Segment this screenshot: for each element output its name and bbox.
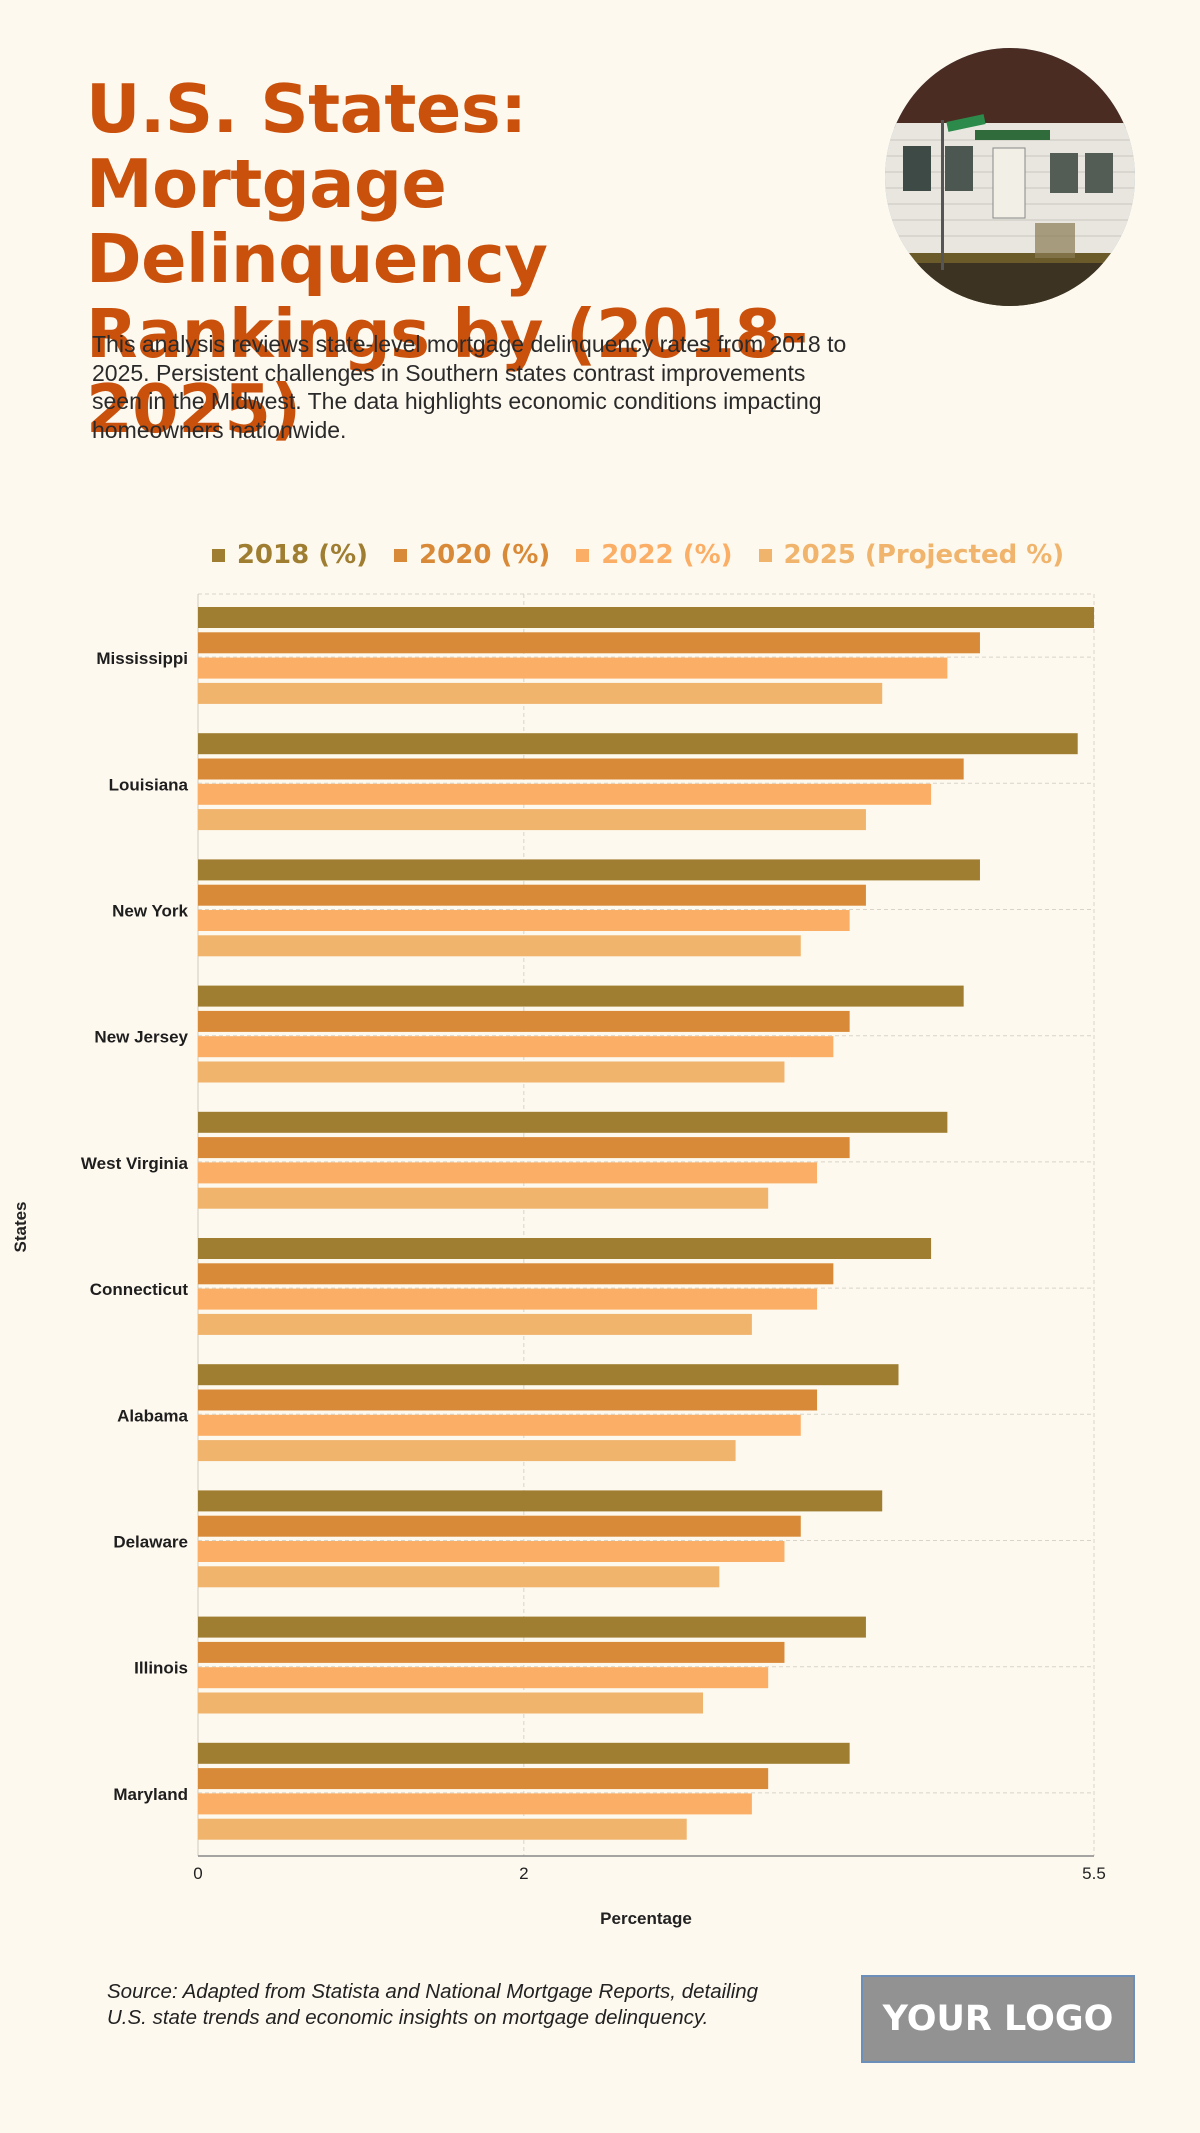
x-tick-label: 5.5 (1082, 1864, 1106, 1883)
bar (198, 1490, 883, 1512)
y-tick-label: New York (112, 902, 188, 921)
legend-label-2025: 2025 (Projected %) (783, 540, 1065, 570)
bar (198, 910, 850, 931)
legend-swatch-2025 (758, 548, 772, 562)
legend-item-2018: 2018 (%) (211, 540, 369, 570)
bar (198, 1389, 818, 1411)
logo-text: YOUR LOGO (882, 1999, 1114, 2039)
bar (198, 1061, 785, 1083)
y-tick-label: Delaware (113, 1533, 188, 1552)
y-tick-label: West Virginia (81, 1154, 189, 1173)
page-title: U.S. States: Mortgage Delinquency Rankin… (86, 70, 808, 448)
legend-swatch-2018 (211, 548, 225, 562)
x-axis-title: Percentage (600, 1909, 692, 1928)
house-photo-icon (885, 48, 1135, 306)
page-subtitle: This analysis reviews state-level mortga… (92, 331, 847, 443)
legend-label-2020: 2020 (%) (419, 540, 551, 570)
bar (198, 935, 801, 957)
source-note: Source: Adapted from Statista and Nation… (107, 1980, 759, 2029)
bar (198, 1818, 687, 1840)
bar (198, 1187, 769, 1209)
bar (198, 1515, 801, 1537)
y-tick-label: Louisiana (109, 775, 189, 794)
y-axis-title: States (11, 1201, 30, 1252)
bar (198, 1440, 736, 1462)
bar (198, 1111, 948, 1133)
bar (198, 1667, 769, 1689)
bar (198, 1414, 801, 1436)
y-tick-label: Connecticut (90, 1280, 189, 1299)
bar-chart: 0 2 5.5 Mississippi Louisiana New York New Jer… (11, 593, 1106, 1928)
legend-item-2025: 2025 (Projected %) (758, 540, 1065, 570)
bar (198, 733, 1078, 755)
bar (198, 1616, 866, 1638)
chart-legend: 2018 (%) 2020 (%) 2022 (%) 2025 (Project… (0, 540, 1200, 570)
bar (198, 1263, 834, 1285)
bar (198, 884, 866, 906)
legend-item-2022: 2022 (%) (576, 540, 733, 570)
y-tick-label: Alabama (117, 1406, 188, 1425)
bar (198, 1364, 899, 1386)
bar (198, 1010, 850, 1032)
bar (198, 758, 964, 780)
bar (198, 809, 866, 831)
legend-swatch-2022 (576, 548, 590, 562)
x-tick-label: 0 (193, 1864, 202, 1883)
bar (198, 1742, 850, 1764)
bar (198, 1692, 704, 1714)
bar (198, 1238, 932, 1259)
y-tick-label: Maryland (113, 1785, 188, 1804)
bar (198, 632, 980, 654)
bar (198, 1137, 850, 1159)
bar (198, 1162, 818, 1184)
bar (198, 1768, 769, 1790)
bar (198, 783, 932, 805)
bar (198, 682, 883, 704)
bar (198, 657, 948, 679)
bar (198, 1313, 752, 1335)
bar (198, 985, 964, 1007)
bar (198, 859, 980, 881)
y-tick-label: New Jersey (94, 1028, 188, 1047)
legend-item-2020: 2020 (%) (394, 540, 550, 570)
house-photo (885, 48, 1135, 306)
bar (198, 1036, 834, 1058)
bar (198, 1288, 818, 1310)
legend-swatch-2020 (394, 548, 408, 562)
logo-placeholder: YOUR LOGO (861, 1975, 1135, 2063)
bar (198, 607, 1094, 628)
y-tick-label: Illinois (134, 1659, 188, 1678)
legend-label-2018: 2018 (%) (236, 540, 369, 570)
bar (198, 1566, 720, 1588)
legend-label-2022: 2022 (%) (601, 540, 733, 570)
x-tick-label: 2 (519, 1864, 528, 1883)
bar (198, 1541, 785, 1562)
bar (198, 1641, 785, 1663)
bar (198, 1793, 752, 1815)
y-tick-label: Mississippi (96, 649, 188, 668)
